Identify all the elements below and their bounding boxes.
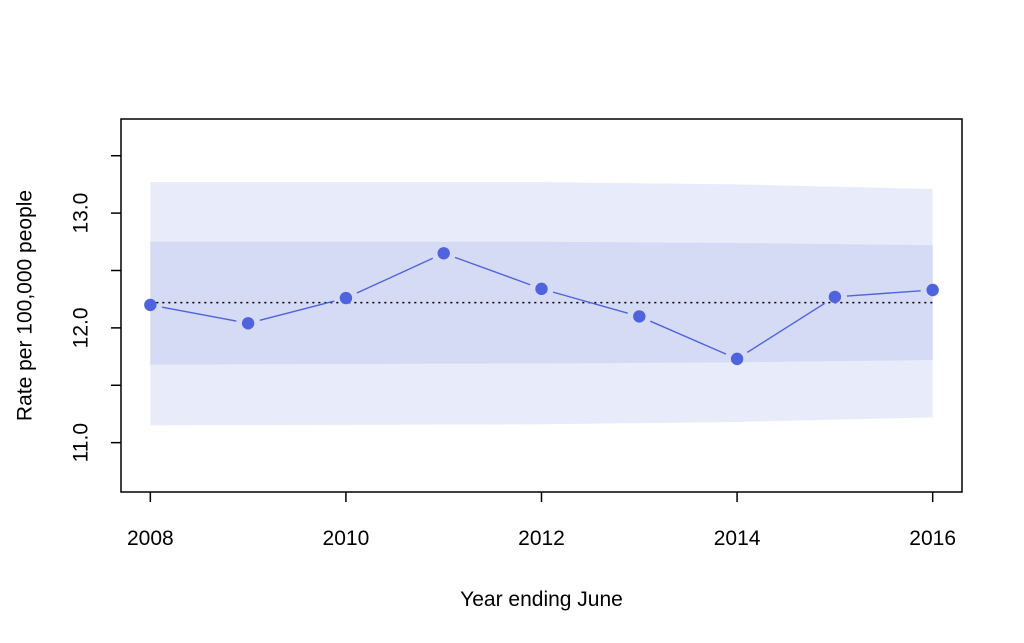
x-tick-label: 2012 bbox=[518, 527, 565, 550]
data-point bbox=[828, 290, 842, 304]
series-line-segment bbox=[650, 320, 727, 355]
x-axis-title: Year ending June bbox=[460, 588, 623, 611]
x-tick-label: 2010 bbox=[323, 527, 370, 550]
data-point bbox=[633, 310, 646, 323]
y-tick-label: 12.0 bbox=[70, 307, 93, 348]
data-point bbox=[926, 283, 939, 297]
data-point bbox=[241, 317, 255, 330]
y-axis-title: Rate per 100,000 people bbox=[14, 190, 37, 421]
x-tick-label: 2014 bbox=[714, 527, 761, 550]
series-line-segment bbox=[552, 291, 628, 314]
x-axis: 2008 2010 2012 2014 2016 bbox=[127, 492, 956, 550]
series-line-segment bbox=[846, 290, 921, 297]
data-point bbox=[437, 247, 450, 260]
confidence-bands bbox=[150, 182, 933, 426]
data-point bbox=[339, 291, 353, 305]
series-line-segment bbox=[454, 256, 531, 286]
x-tick-label: 2016 bbox=[909, 527, 956, 550]
series-line-segment bbox=[746, 302, 826, 354]
y-axis: 11.0 12.0 13.0 bbox=[70, 154, 121, 462]
y-tick-label: 13.0 bbox=[70, 193, 93, 234]
data-point bbox=[144, 298, 157, 312]
series-line-segment bbox=[259, 300, 335, 321]
data-point bbox=[535, 282, 548, 296]
series-line-segment bbox=[162, 306, 237, 322]
series-line-segment bbox=[356, 257, 434, 294]
x-tick-label: 2008 bbox=[127, 527, 174, 550]
data-point bbox=[730, 352, 744, 366]
y-tick-label: 11.0 bbox=[70, 423, 93, 462]
series-layer bbox=[144, 247, 939, 366]
